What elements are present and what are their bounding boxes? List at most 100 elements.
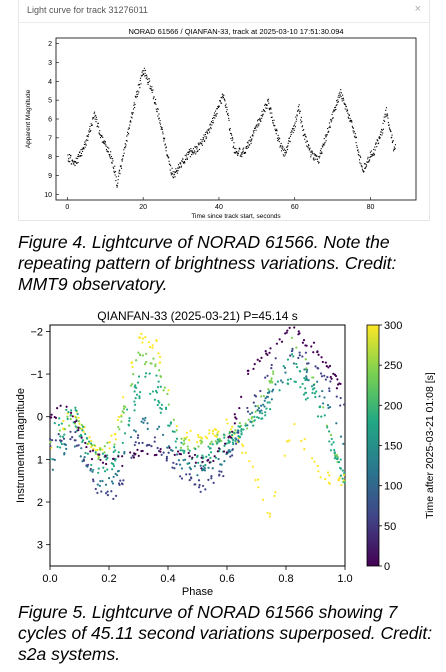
chart1-point — [265, 104, 268, 106]
chart1-point — [340, 89, 342, 91]
chart2-point — [128, 419, 131, 423]
chart1-point — [369, 151, 371, 153]
chart1-point — [131, 117, 133, 119]
chart1-point — [223, 98, 225, 100]
chart1-point — [177, 164, 180, 166]
chart2-point — [84, 432, 87, 436]
chart2-point — [222, 450, 226, 453]
chart2-point — [117, 425, 120, 429]
chart2-point — [97, 467, 100, 470]
chart2-point — [78, 435, 81, 438]
chart1-point — [330, 119, 332, 121]
chart2-point — [290, 353, 294, 356]
chart2-point — [240, 395, 243, 399]
chart1-point — [105, 144, 107, 146]
chart2-point — [327, 406, 330, 410]
chart1-point — [347, 116, 349, 118]
chart2-point — [150, 362, 153, 365]
chart1-point — [202, 136, 204, 139]
chart2-point — [197, 445, 200, 448]
chart2-point — [257, 478, 260, 481]
chart1-point — [298, 109, 300, 111]
chart1-point — [273, 119, 275, 121]
chart1-point — [80, 155, 82, 157]
chart1-point — [348, 114, 350, 116]
figure4-caption: Figure 4. Lightcurve of NORAD 61566. Not… — [18, 232, 397, 294]
chart2-point — [173, 467, 176, 470]
chart2-point — [315, 390, 318, 393]
chart2-ylabel: Instrumental magnitude — [15, 388, 27, 503]
chart1-point — [173, 177, 175, 179]
close-icon[interactable]: × — [414, 3, 421, 15]
chart1-point — [364, 167, 367, 169]
chart2-point — [96, 483, 99, 486]
chart1-point — [309, 151, 311, 153]
chart2-point — [268, 515, 271, 518]
chart1-point — [215, 113, 217, 115]
chart1-point — [196, 148, 198, 150]
chart1-point — [288, 137, 290, 139]
chart1-point — [361, 165, 363, 167]
chart1-point — [252, 130, 254, 132]
chart2-point — [159, 375, 163, 378]
chart2-point — [114, 459, 117, 462]
chart1-point — [385, 114, 387, 116]
chart2-point — [69, 430, 72, 433]
chart1-point — [343, 99, 345, 101]
chart2-colorbar-label: Time after 2025-03-21 01:08 [s] — [424, 372, 436, 519]
chart1-point — [248, 140, 250, 142]
chart1-point — [129, 120, 132, 122]
chart1-point — [258, 123, 260, 125]
chart1-point — [348, 114, 350, 116]
chart2-point — [180, 441, 183, 444]
chart2-point — [60, 422, 63, 425]
chart1-point — [102, 141, 104, 143]
chart1-point — [382, 128, 384, 130]
chart1-point — [293, 129, 295, 131]
chart2-point — [321, 402, 325, 405]
chart1-point — [123, 149, 125, 151]
chart2-point — [270, 366, 273, 370]
chart1-point — [238, 150, 240, 152]
chart2-point — [74, 430, 77, 434]
chart1-point — [350, 120, 352, 122]
chart2-point — [280, 340, 284, 343]
chart2-point — [142, 421, 145, 424]
chart2-colorbar — [366, 324, 380, 567]
chart2-point — [209, 442, 212, 445]
chart1-point — [317, 160, 319, 163]
chart2-point — [86, 463, 90, 466]
chart1-point — [367, 158, 369, 160]
chart1-point — [228, 117, 230, 119]
chart1-point — [74, 161, 76, 163]
chart1-point — [282, 154, 284, 156]
chart1-point — [189, 156, 192, 158]
chart1-point — [134, 106, 136, 109]
chart2-ytick-label: 1 — [37, 454, 43, 466]
chart2-point — [154, 363, 157, 366]
chart2-point — [200, 456, 203, 459]
chart1-point — [286, 146, 288, 149]
chart1-point — [159, 123, 162, 125]
chart2-point — [165, 459, 168, 462]
chart2-point — [305, 362, 309, 365]
chart1-point — [303, 134, 305, 136]
chart1-point — [280, 142, 282, 145]
chart1-point — [303, 129, 305, 131]
chart1-point — [270, 108, 272, 110]
chart2-point — [253, 363, 256, 366]
chart2-point — [291, 347, 294, 350]
chart1-point — [172, 176, 174, 178]
chart1-point — [304, 135, 307, 137]
chart1-point — [212, 120, 214, 122]
chart1-point — [168, 160, 170, 162]
chart1-point — [67, 154, 69, 156]
chart1-point — [82, 146, 84, 149]
chart1-point — [319, 155, 321, 157]
chart1-point — [114, 165, 116, 167]
chart2-point — [247, 418, 250, 421]
chart1-point — [135, 91, 138, 93]
chart1-point — [99, 130, 101, 132]
chart2-point — [270, 398, 273, 401]
chart2-point — [176, 450, 180, 453]
